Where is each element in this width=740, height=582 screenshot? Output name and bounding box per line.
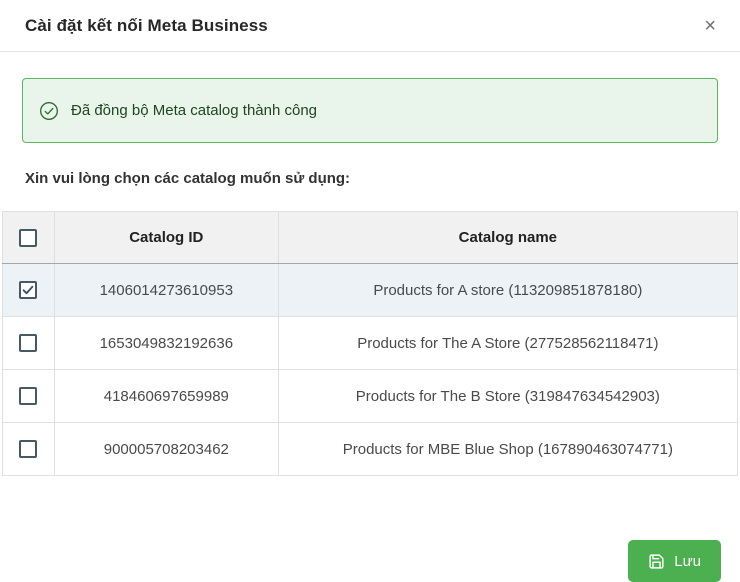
dialog-title: Cài đặt kết nối Meta Business [25,15,268,35]
success-alert: Đã đồng bộ Meta catalog thành công [22,78,718,143]
catalog-table-header: Catalog ID Catalog name [2,211,739,264]
catalog-id-cell: 900005708203462 [53,422,279,476]
checkbox-cell [2,369,55,423]
header-row: Catalog ID Catalog name [2,211,739,264]
dialog-header: Cài đặt kết nối Meta Business × [0,0,740,52]
column-header-catalog-name: Catalog name [277,211,739,264]
table-row: 1653049832192636 Products for The A Store… [2,316,739,370]
row-checkbox[interactable] [19,334,38,353]
row-checkbox[interactable] [19,281,38,300]
catalog-name-cell: Products for The A Store (27752856211847… [277,316,739,370]
catalog-id-cell: 1406014273610953 [53,263,279,317]
catalog-table-body: 1406014273610953 Products for A store (11… [2,263,739,476]
catalog-id-cell: 418460697659989 [53,369,279,423]
save-button-label: Lưu [674,552,701,570]
checkbox-cell [2,316,55,370]
check-circle-icon [39,101,59,121]
instruction-text: Xin vui lòng chọn các catalog muốn sử dụ… [25,170,351,187]
alert-message: Đã đồng bộ Meta catalog thành công [71,102,318,119]
select-all-cell [2,211,55,264]
row-checkbox[interactable] [19,440,38,459]
table-row: 1406014273610953 Products for A store (11… [2,263,739,317]
catalog-name-cell: Products for A store (113209851878180) [277,263,739,317]
dialog-body: Đã đồng bộ Meta catalog thành công Xin v… [0,52,740,512]
save-button[interactable]: Lưu [628,540,721,582]
floppy-disk-icon [648,553,665,570]
catalog-name-cell: Products for The B Store (31984763454290… [277,369,739,423]
row-checkbox[interactable] [19,387,38,406]
select-all-checkbox[interactable] [19,228,38,247]
catalog-id-cell: 1653049832192636 [53,316,279,370]
table-row: 900005708203462 Products for MBE Blue Sho… [2,422,739,476]
dialog-footer: Lưu [0,512,740,582]
table-row: 418460697659989 Products for The B Store … [2,369,739,423]
column-header-catalog-id: Catalog ID [53,211,279,264]
close-button[interactable]: × [698,12,722,40]
catalog-table: Catalog ID Catalog name 1406014273610953… [2,211,739,476]
checkbox-cell [2,263,55,317]
catalog-name-cell: Products for MBE Blue Shop (167890463074… [277,422,739,476]
close-icon: × [704,14,716,37]
checkbox-cell [2,422,55,476]
